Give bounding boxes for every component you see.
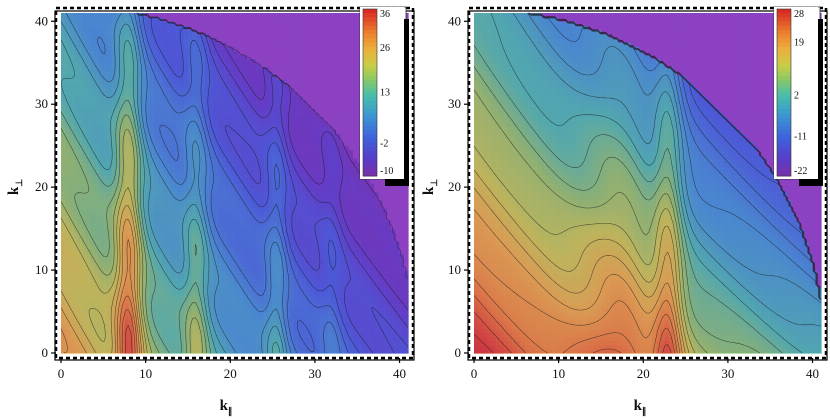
left-colorbar-tick-1: 26 [380,43,390,54]
left-y-ticks: 0 10 20 30 40 [35,13,56,360]
left-colorbar-tick-3: -2 [380,139,388,150]
left-y-tick-label-1: 10 [35,262,48,277]
right-colorbar-tick-2: 2 [794,91,799,102]
left-y-tick-label-2: 20 [35,179,48,194]
right-y-tick-label-4: 40 [448,13,461,28]
right-y-ticks: 0 10 20 30 40 [448,13,469,360]
left-field [61,13,409,354]
left-colorbar-tick-2: 13 [380,88,390,99]
right-y-tick-label-0: 0 [455,345,462,360]
right-colorbar: 28 19 2 -11 -22 [773,6,823,186]
left-x-tick-label-1: 10 [139,366,152,381]
left-contours [60,12,409,354]
right-x-tick-label-3: 30 [721,366,734,381]
right-y-tick-label-3: 30 [448,96,461,111]
left-x-ticks: 0 10 20 30 40 [58,358,406,381]
right-x-tick-label-2: 20 [637,366,650,381]
right-border-dashes [467,6,828,360]
right-field [474,13,822,354]
right-x-tick-label-4: 40 [806,366,819,381]
right-x-tick-label-0: 0 [471,366,478,381]
left-colorbar-tick-0: 36 [380,9,390,20]
right-colorbar-tick-1: 19 [794,37,804,48]
right-colorbar-tick-4: -22 [794,166,807,177]
right-y-tick-label-1: 10 [448,262,461,277]
left-x-tick-label-3: 30 [308,366,321,381]
left-y-axis-label: k⊥ [6,179,24,195]
right-contours [473,12,822,354]
left-y-tick-label-0: 0 [42,345,49,360]
left-colorbar-tick-4: -10 [380,166,393,177]
right-panel: 0 10 20 30 40 0 10 20 30 40 k∥ k⊥ 28 19 2 -11 -22 [421,6,828,417]
left-panel: 0 10 20 30 40 0 10 20 30 40 k∥ k⊥ 36 26 13 -2 -10 [6,6,415,417]
right-x-axis-label: k∥ [634,398,647,417]
right-x-ticks: 0 10 20 30 40 [471,358,819,381]
right-y-axis-label: k⊥ [421,179,439,195]
right-colorbar-tick-3: -11 [794,131,807,142]
left-x-tick-label-2: 20 [224,366,237,381]
left-y-tick-label-3: 30 [35,96,48,111]
left-x-tick-label-4: 40 [393,366,406,381]
left-border-dashes [54,6,415,360]
left-x-tick-label-0: 0 [58,366,65,381]
left-colorbar: 36 26 13 -2 -10 [359,6,409,186]
right-x-tick-label-1: 10 [552,366,565,381]
right-colorbar-tick-0: 28 [794,9,804,20]
right-y-tick-label-2: 20 [448,179,461,194]
left-x-axis-label: k∥ [220,398,233,417]
left-y-tick-label-4: 40 [35,13,48,28]
